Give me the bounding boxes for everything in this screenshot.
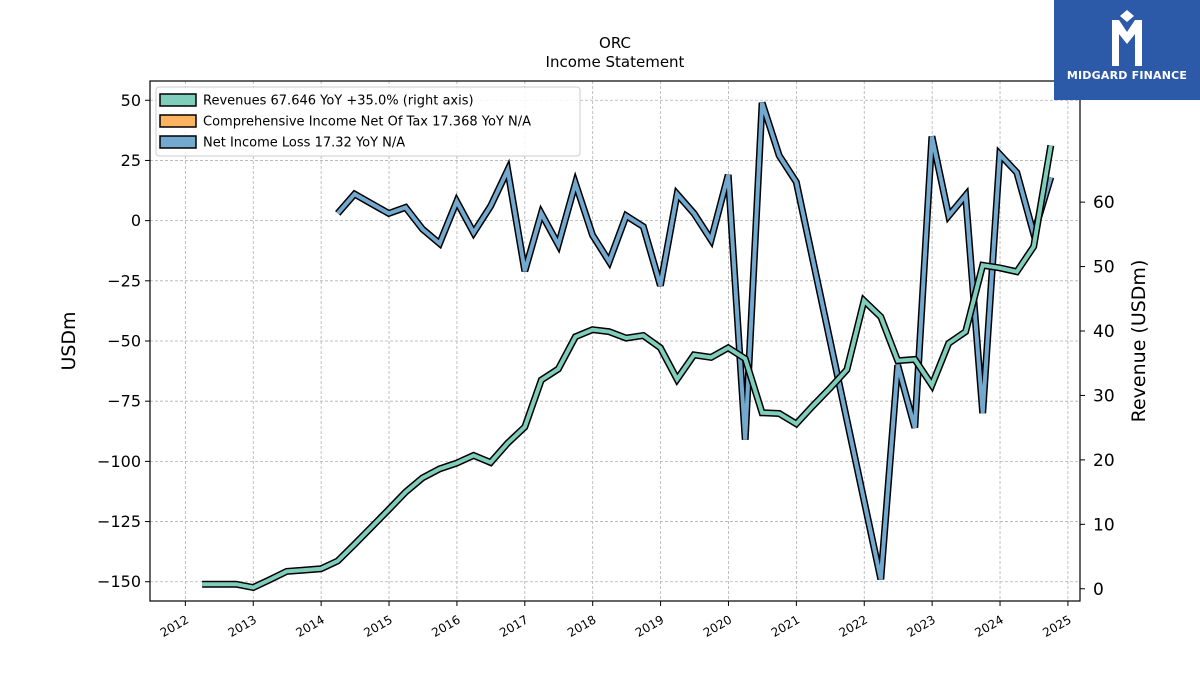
x-tick-label: 2018 bbox=[565, 613, 598, 640]
legend: Revenues 67.646 YoY +35.0% (right axis) … bbox=[155, 86, 581, 157]
y-left-tick-label: −100 bbox=[97, 452, 141, 471]
x-tick-label: 2016 bbox=[429, 613, 462, 640]
y-right-tick-label: 20 bbox=[1093, 451, 1115, 471]
x-tick-label: 2013 bbox=[226, 613, 259, 640]
legend-label-net-income-loss: Net Income Loss 17.32 YoY N/A bbox=[203, 136, 405, 151]
legend-label-revenues: Revenues 67.646 YoY +35.0% (right axis) bbox=[203, 94, 474, 109]
legend-box bbox=[155, 86, 581, 157]
y-left-tick-label: −125 bbox=[97, 512, 141, 531]
chart-title: ORC bbox=[599, 34, 631, 52]
y-left-tick-label: −150 bbox=[97, 572, 141, 591]
y-right-tick-label: 40 bbox=[1093, 322, 1115, 342]
legend-swatch-revenues bbox=[159, 93, 197, 107]
logo-mark-icon bbox=[1112, 10, 1142, 66]
x-tick-label: 2019 bbox=[633, 613, 666, 640]
y-left-tick-label: 0 bbox=[131, 211, 141, 230]
brand-name: MIDGARD FINANCE bbox=[1066, 69, 1188, 82]
legend-swatch-net-income-loss bbox=[159, 135, 197, 149]
x-axis: 2012 2013 2014 2015 2016 2017 2018 2019 2020 2021… bbox=[158, 601, 1074, 640]
x-tick-label: 2024 bbox=[972, 613, 1005, 640]
x-tick-label: 2017 bbox=[497, 613, 530, 640]
legend-entry-net-income-loss: Net Income Loss 17.32 YoY N/A bbox=[159, 135, 405, 151]
y-right-tick-label: 0 bbox=[1093, 580, 1104, 600]
x-tick-label: 2023 bbox=[904, 613, 937, 640]
chart-subtitle: Income Statement bbox=[546, 53, 685, 71]
x-tick-label: 2022 bbox=[837, 613, 870, 640]
legend-entry-comprehensive-income: Comprehensive Income Net Of Tax 17.368 Y… bbox=[159, 114, 531, 130]
x-tick-label: 2012 bbox=[158, 613, 191, 640]
y-axis-left-label: USDm bbox=[58, 311, 80, 370]
y-left-tick-label: −25 bbox=[107, 271, 141, 290]
brand-logo: MIDGARD FINANCE bbox=[1054, 0, 1200, 100]
legend-label-comprehensive-income: Comprehensive Income Net Of Tax 17.368 Y… bbox=[203, 115, 531, 130]
x-tick-label: 2025 bbox=[1040, 613, 1073, 640]
x-tick-label: 2015 bbox=[361, 613, 394, 640]
y-left-tick-label: 25 bbox=[121, 151, 141, 170]
y-right-tick-label: 10 bbox=[1093, 515, 1115, 535]
x-tick-label: 2021 bbox=[769, 613, 802, 640]
y-axis-left: 50 25 0 −25 −50 −75 −100 −125 −150 bbox=[97, 91, 150, 591]
grid-lines bbox=[150, 81, 1080, 601]
series-line-revenues bbox=[202, 145, 1053, 590]
series-outline-net-income-loss bbox=[335, 101, 1055, 581]
x-tick-label: 2014 bbox=[293, 613, 326, 640]
y-right-tick-label: 50 bbox=[1093, 258, 1115, 278]
y-left-tick-label: −50 bbox=[107, 332, 141, 351]
legend-swatch-comprehensive-income bbox=[159, 114, 197, 128]
y-right-tick-label: 60 bbox=[1093, 193, 1115, 213]
x-tick-label: 2020 bbox=[701, 613, 734, 640]
y-left-tick-label: 50 bbox=[121, 91, 141, 110]
legend-entry-revenues: Revenues 67.646 YoY +35.0% (right axis) bbox=[159, 93, 474, 109]
series-layer bbox=[202, 101, 1055, 592]
y-axis-right: 0 10 20 30 40 50 60 bbox=[1080, 193, 1115, 600]
series-line-net-income-loss bbox=[336, 102, 1053, 580]
y-left-tick-label: −75 bbox=[107, 392, 141, 411]
y-axis-right-label: Revenue (USDm) bbox=[1128, 260, 1150, 423]
y-right-tick-label: 30 bbox=[1093, 386, 1115, 406]
